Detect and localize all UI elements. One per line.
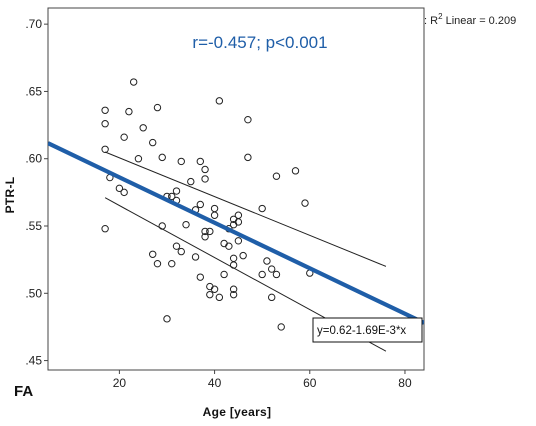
x-tick-label: 40	[208, 376, 222, 390]
data-point	[301, 199, 309, 207]
panel-label: FA	[14, 383, 33, 400]
data-point	[196, 157, 205, 166]
x-tick-label: 20	[113, 376, 127, 390]
y-axis-ticks: .45 .50 .55 .60 .65 .70	[25, 17, 48, 368]
data-point	[220, 270, 228, 279]
y-tick-label: .65	[25, 84, 42, 98]
data-point	[125, 107, 133, 116]
data-point	[101, 145, 109, 154]
data-point	[229, 290, 238, 299]
equation-label: y=0.62-1.69E-3*x	[317, 325, 406, 337]
y-tick-label: .60	[25, 152, 42, 166]
r2-legend-superscript: 2	[438, 12, 443, 21]
data-point	[229, 285, 238, 293]
data-point	[272, 270, 281, 279]
data-point	[291, 167, 300, 175]
data-points	[101, 78, 314, 331]
y-tick-label: .45	[25, 354, 42, 368]
data-point	[234, 237, 243, 245]
data-point	[201, 227, 209, 236]
equation-box-frame	[312, 317, 423, 343]
data-point	[244, 153, 252, 162]
data-point	[210, 211, 219, 219]
data-point	[272, 172, 281, 180]
data-point	[101, 120, 109, 128]
regression-line	[48, 141, 424, 325]
data-point	[277, 323, 285, 331]
stat-annotation: r=-0.457; p<0.001	[192, 33, 327, 52]
y-tick-label: .70	[25, 17, 42, 31]
data-point	[177, 247, 185, 256]
data-point	[234, 218, 243, 226]
data-point	[153, 259, 162, 268]
data-point	[267, 265, 276, 273]
r2-legend-prefix: : R	[424, 15, 438, 27]
data-point	[163, 315, 171, 323]
r2-legend-suffix: Linear = 0.209	[443, 15, 517, 27]
data-point	[263, 257, 271, 265]
r2-legend: : R2 Linear = 0.209	[424, 12, 516, 27]
data-point	[115, 184, 124, 193]
data-point	[172, 187, 181, 195]
data-point	[215, 293, 224, 302]
data-point	[191, 253, 200, 261]
confidence-upper-line	[104, 151, 387, 267]
data-point	[215, 97, 224, 105]
data-point	[149, 250, 157, 258]
data-point	[267, 293, 276, 302]
data-point	[258, 204, 266, 213]
y-tick-label: .50	[25, 286, 42, 300]
x-tick-label: 60	[303, 376, 317, 390]
data-point	[168, 259, 176, 268]
data-point	[129, 78, 138, 86]
data-point	[158, 153, 166, 162]
data-point	[177, 157, 185, 166]
data-point	[244, 115, 252, 124]
data-point	[206, 227, 214, 236]
data-point	[206, 290, 214, 299]
data-point	[196, 200, 205, 209]
data-point	[153, 103, 162, 112]
data-point	[229, 261, 238, 269]
data-point	[187, 177, 195, 186]
data-point	[201, 165, 209, 174]
data-point	[225, 242, 233, 250]
data-point	[120, 188, 128, 197]
x-axis-title: Age [years]	[203, 405, 272, 419]
data-point	[172, 242, 181, 250]
data-point	[201, 233, 209, 241]
data-point	[101, 106, 109, 114]
y-tick-label: .55	[25, 219, 42, 233]
data-point	[258, 270, 266, 279]
plot-area	[47, 7, 425, 371]
data-point	[182, 220, 190, 229]
data-point	[168, 192, 176, 201]
equation-box: y=0.62-1.69E-3*x	[312, 317, 423, 343]
data-point	[149, 138, 157, 147]
data-point	[139, 124, 147, 132]
data-point	[239, 251, 247, 260]
x-axis-ticks: 20 40 60 80	[113, 370, 412, 390]
x-tick-label: 80	[398, 376, 412, 390]
data-point	[101, 224, 109, 233]
data-point	[120, 133, 128, 141]
data-point	[210, 285, 219, 293]
data-point	[201, 175, 209, 183]
y-axis-title: PTR-L	[3, 177, 17, 214]
data-point	[134, 155, 143, 163]
data-point	[158, 222, 166, 230]
data-point	[196, 273, 205, 281]
